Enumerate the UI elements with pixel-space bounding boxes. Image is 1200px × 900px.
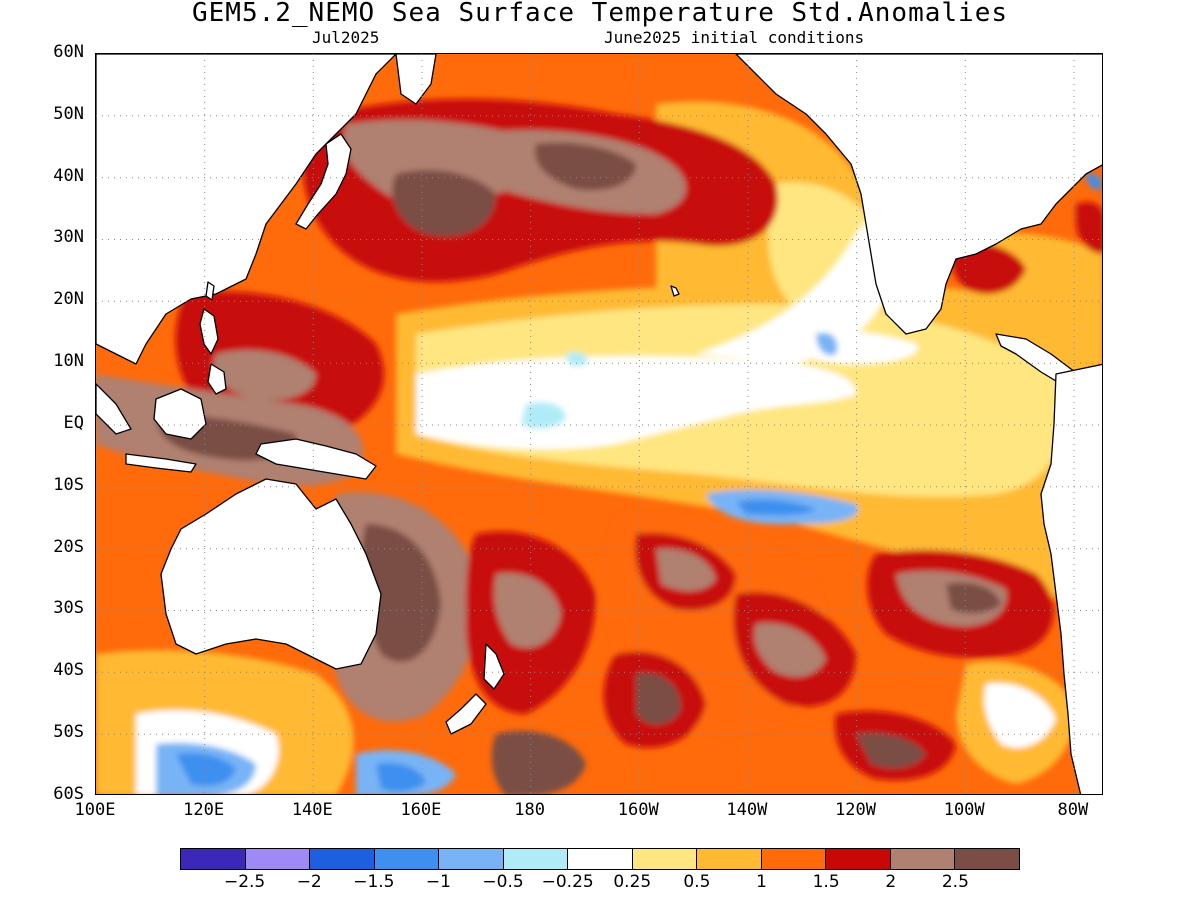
colorbar-swatch <box>826 849 891 869</box>
lon-tick-label: 100W <box>943 800 985 820</box>
colorbar-swatch <box>439 849 504 869</box>
lat-tick-label: 20S <box>53 536 84 557</box>
colorbar-label: −1.5 <box>353 872 395 892</box>
colorbar-swatch <box>374 849 440 869</box>
colorbar-label: 1.5 <box>812 872 840 892</box>
colorbar-label: 2.5 <box>941 872 969 892</box>
colorbar-label: −2.5 <box>223 872 266 892</box>
lat-tick-label: 10S <box>53 474 84 495</box>
colorbar-swatch <box>181 849 246 869</box>
lon-tick-label: 80W <box>1057 800 1089 820</box>
colorbar-swatch <box>761 849 827 869</box>
colorbar-swatch <box>697 849 762 869</box>
colorbar-swatch <box>245 849 311 869</box>
colorbar-swatch <box>632 849 698 869</box>
lat-tick-label: 50N <box>53 103 84 124</box>
lon-tick-label: 120E <box>183 800 225 820</box>
lon-tick-label: 100E <box>74 800 116 820</box>
forecast-month: Jul2025 <box>312 28 380 47</box>
colorbar-label: −0.25 <box>541 872 594 892</box>
colorbar-label: 0.5 <box>683 872 711 892</box>
graticule <box>96 54 1102 794</box>
colorbar-label: 1 <box>756 872 767 892</box>
lat-tick-label: 30S <box>53 598 84 619</box>
sst-anomaly-map <box>95 53 1103 795</box>
lat-tick-label: 40S <box>53 660 84 681</box>
colorbar-swatch <box>310 849 375 869</box>
lat-tick-label: 20N <box>53 289 84 310</box>
lon-tick-label: 160W <box>617 800 659 820</box>
lat-tick-label: EQ <box>63 412 84 433</box>
lat-tick-label: 60N <box>53 42 84 62</box>
lon-tick-label: 160E <box>400 800 442 820</box>
lon-tick-label: 120W <box>835 800 877 820</box>
colorbar-label: 0.25 <box>613 872 652 892</box>
colorbar-label: −1 <box>425 872 451 892</box>
colorbar-swatch <box>890 849 956 869</box>
colorbar-label: 2 <box>885 872 897 892</box>
colorbar-label: −0.5 <box>482 872 524 892</box>
colorbar-swatch <box>503 849 569 869</box>
colorbar-label: −2 <box>296 872 322 892</box>
lat-tick-label: 50S <box>53 722 84 743</box>
lat-tick-label: 40N <box>53 165 84 186</box>
chart-title: GEM5.2_NEMO Sea Surface Temperature Std.… <box>191 0 1008 28</box>
lat-tick-label: 30N <box>53 227 84 248</box>
colorbar-swatch <box>568 849 633 869</box>
lon-tick-label: 140E <box>291 800 333 820</box>
colorbar-swatch <box>955 849 1019 869</box>
initial-conditions: June2025 initial conditions <box>604 28 865 47</box>
lon-tick-label: 180 <box>514 800 545 820</box>
lat-tick-label: 60S <box>53 783 84 804</box>
lat-tick-label: 10N <box>53 351 84 372</box>
anomaly-field <box>96 72 1102 794</box>
colorbar <box>180 848 1020 870</box>
land-masses <box>96 54 1102 794</box>
lon-tick-label: 140W <box>726 800 768 820</box>
